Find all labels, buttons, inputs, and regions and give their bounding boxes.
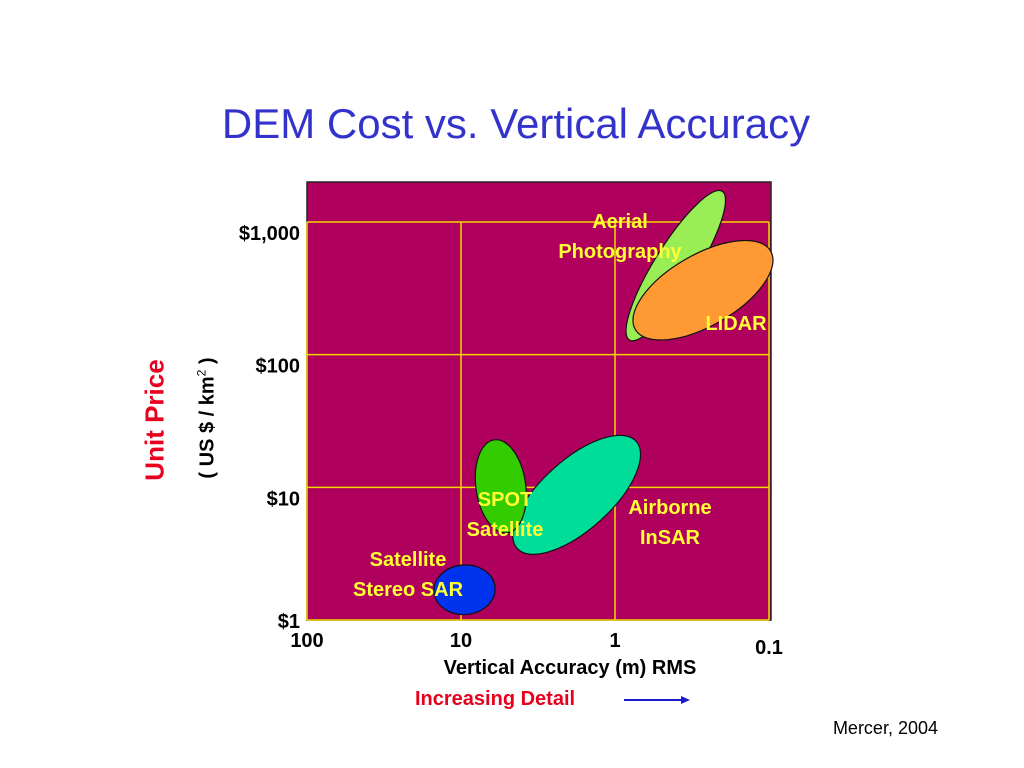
- region-label-0: Aerial Photography: [558, 211, 682, 263]
- x-tick-label-2: 1: [609, 630, 620, 652]
- region-airborne-insar: [512, 434, 642, 556]
- y-axis-units-pre: ( US $ / km: [196, 376, 219, 479]
- region-label-line: Aerial: [592, 211, 648, 233]
- x-axis-title: Vertical Accuracy (m) RMS: [444, 657, 697, 679]
- region-label-1: LIDAR: [705, 313, 767, 335]
- region-label-3: SPOT Satellite: [467, 489, 544, 541]
- region-label-2: Airborne InSAR: [628, 497, 711, 549]
- y-tick-label-1: $10: [267, 488, 300, 510]
- increasing-detail-arrowhead: [681, 696, 690, 704]
- increasing-detail-label: Increasing Detail: [415, 688, 576, 710]
- y-tick-label-2: $100: [256, 356, 301, 378]
- region-label-line: Satellite: [467, 519, 544, 541]
- region-spot-satellite: [474, 439, 527, 534]
- region-label-line: Stereo SAR: [353, 579, 464, 601]
- region-lidar: [632, 239, 774, 341]
- y-axis-title: Unit Price: [139, 359, 170, 481]
- y-tick-label-3: $1,000: [239, 223, 300, 245]
- region-label-line: Photography: [558, 241, 682, 263]
- slide-title: DEM Cost vs. Vertical Accuracy: [221, 100, 811, 147]
- region-satellite-stereo-sar: [433, 564, 496, 616]
- y-axis-units-post: ): [196, 357, 219, 370]
- y-axis-units: ( US $ / km2 ): [195, 357, 220, 478]
- region-label-line: Satellite: [370, 549, 447, 571]
- y-tick-label-0: $1: [278, 611, 300, 633]
- region-label-4: Satellite Stereo SAR: [353, 549, 464, 601]
- source-credit: Mercer, 2004: [832, 718, 938, 738]
- y-axis-units-superscript: 2: [194, 369, 209, 377]
- region-label-line: InSAR: [640, 527, 701, 549]
- region-label-line: LIDAR: [705, 313, 767, 335]
- region-label-line: SPOT: [478, 489, 532, 511]
- x-tick-label-0: 100: [290, 630, 323, 652]
- x-tick-label-1: 10: [450, 630, 472, 652]
- x-tick-label-3: 0.1: [755, 637, 783, 659]
- region-label-line: Airborne: [628, 497, 711, 519]
